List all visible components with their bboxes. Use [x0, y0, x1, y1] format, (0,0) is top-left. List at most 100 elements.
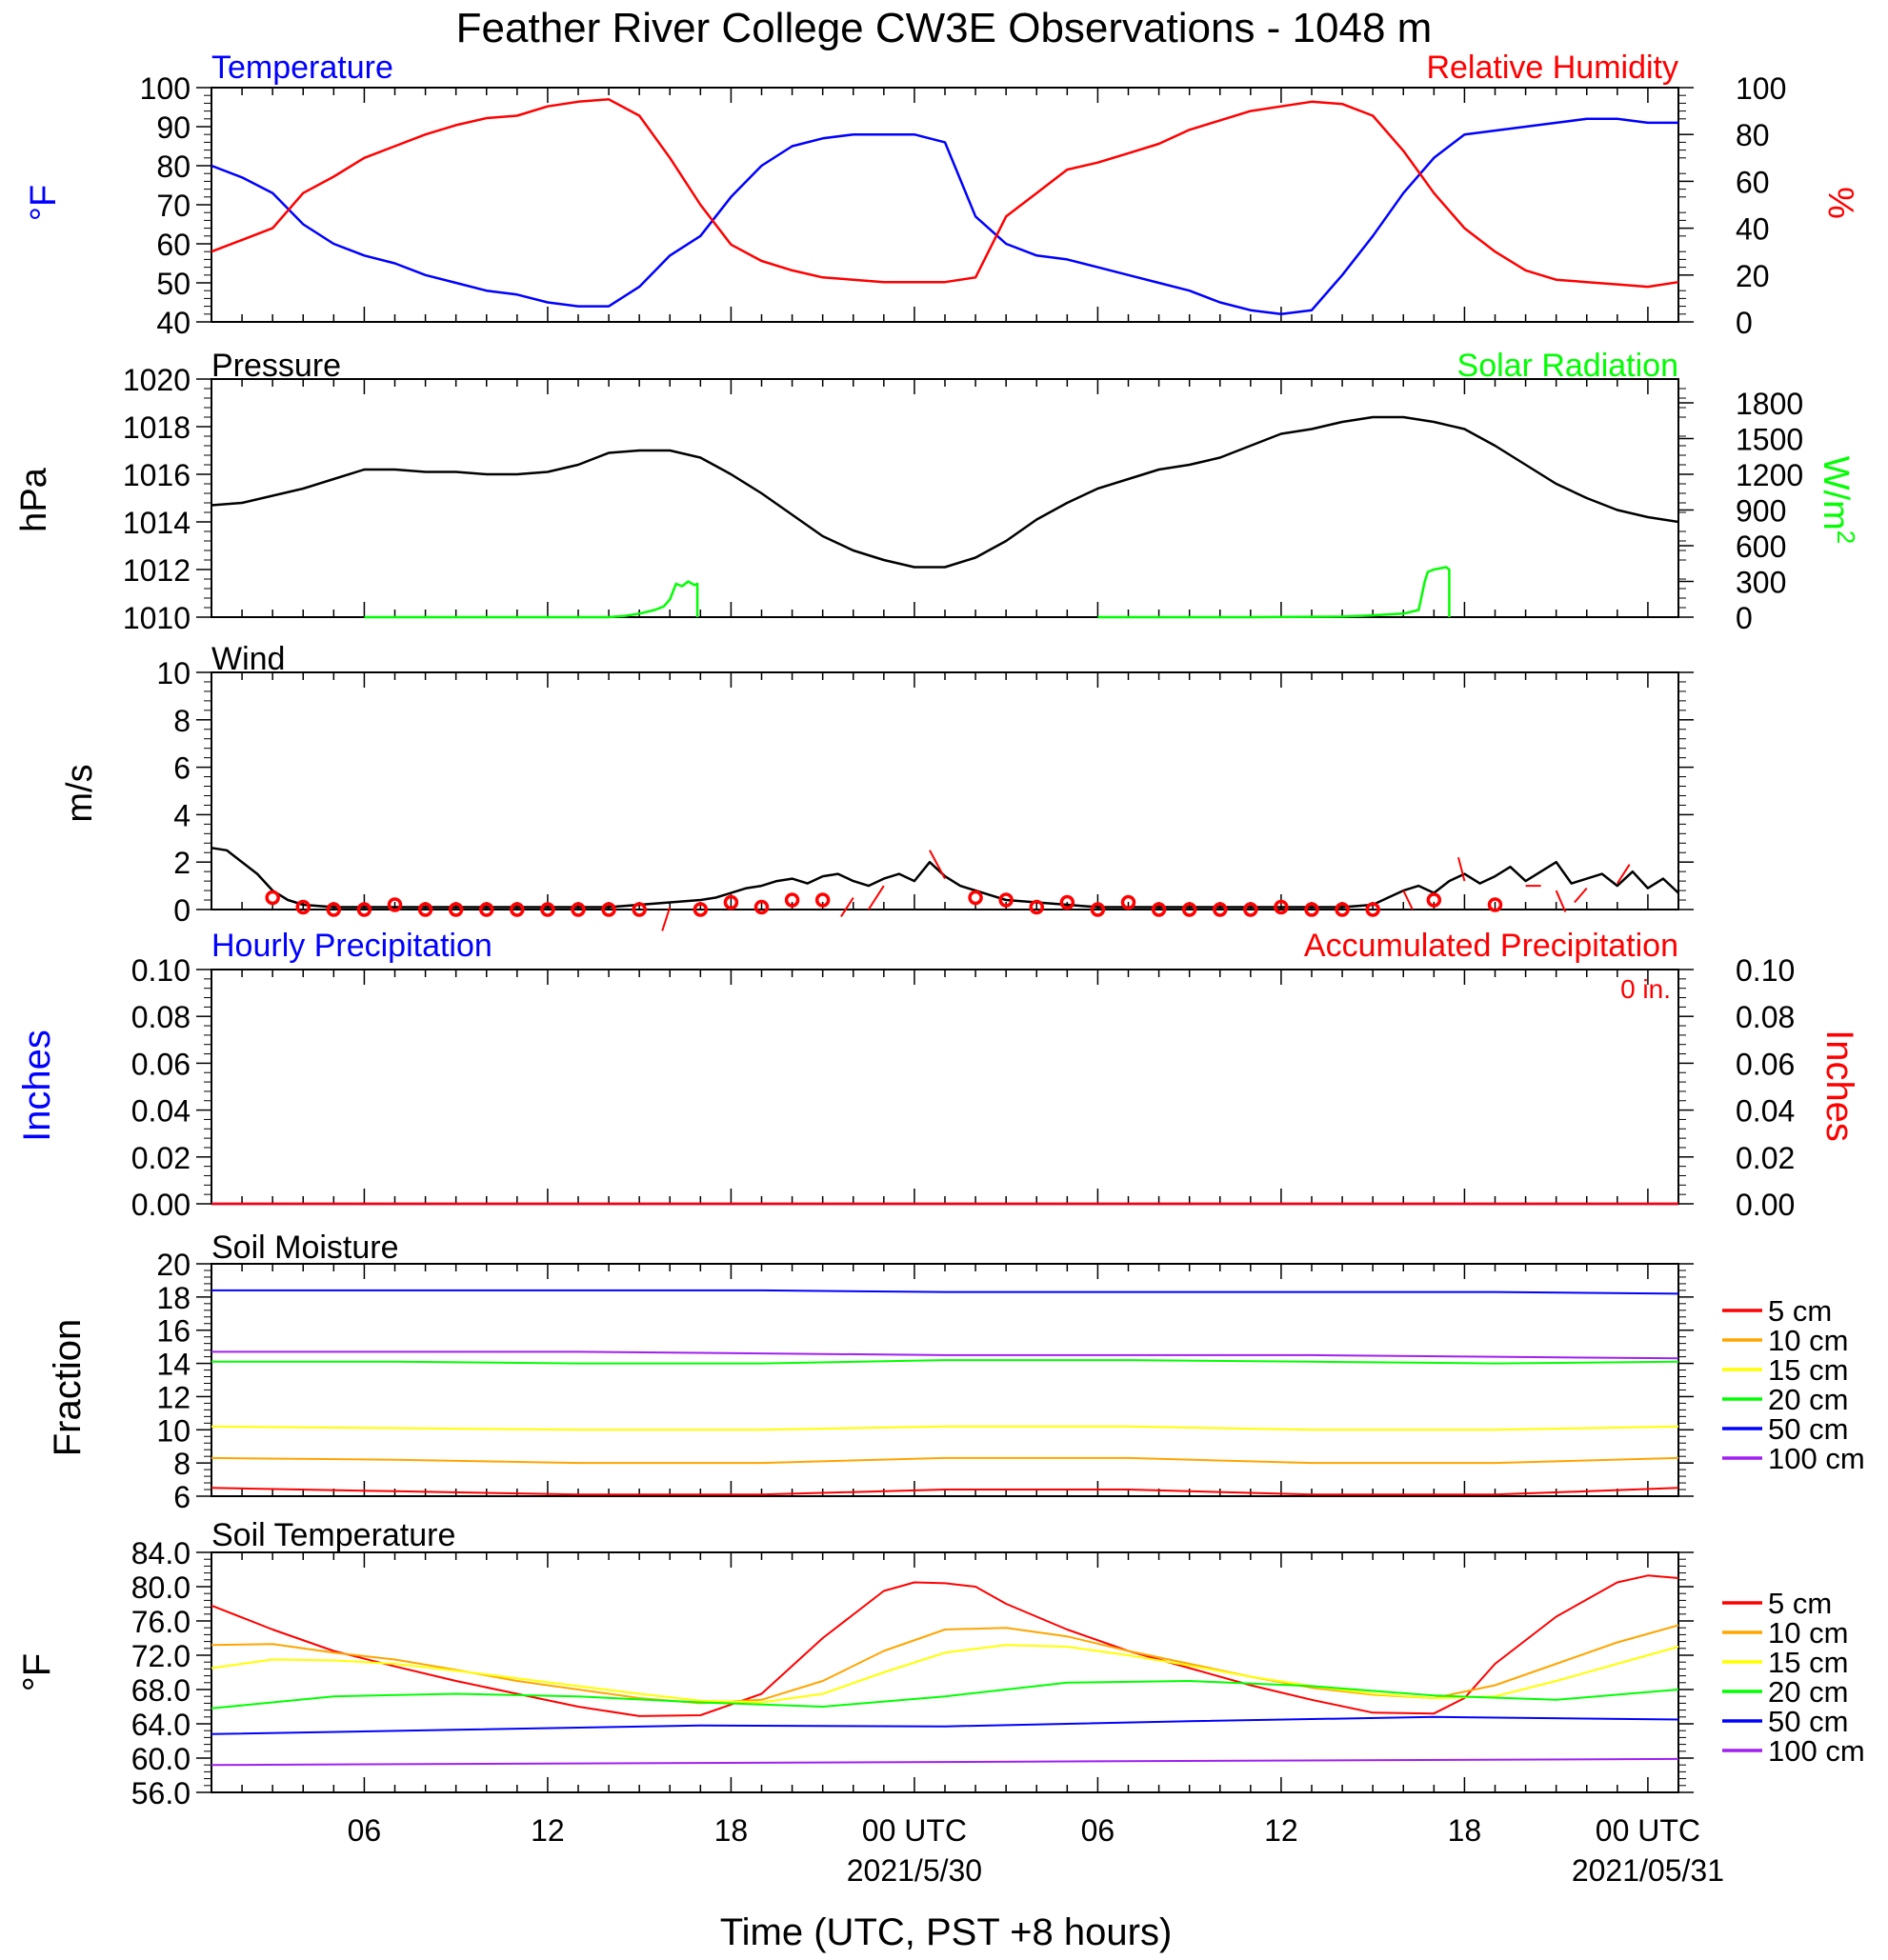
legend-item: 100 cm: [1768, 1442, 1865, 1475]
precip-right-axis-title: Inches: [1818, 1030, 1860, 1142]
wind-direction-barb: [867, 885, 885, 910]
wind-calm-marker: [1243, 902, 1258, 917]
y-right-tick-label: 0.02: [1736, 1141, 1795, 1175]
y-tick-label: 6: [173, 1480, 191, 1514]
y-right-tick-label: 0: [1736, 306, 1753, 340]
plot-frame: [211, 671, 1679, 910]
y-tick-label: 40: [156, 306, 191, 340]
y-right-tick-label: 40: [1736, 212, 1770, 247]
plot-frame: [211, 1551, 1679, 1793]
wind-calm-marker: [784, 892, 800, 908]
series-temperature-line: [211, 117, 1678, 316]
y-tick-label: 16: [156, 1314, 191, 1349]
series-solar-radiation-line: [364, 580, 699, 619]
y-right-tick-label: 0.10: [1736, 953, 1795, 988]
wind-calm-marker: [998, 892, 1014, 908]
accum-precip-label: Accumulated Precipitation: [1304, 928, 1678, 964]
y-tick-label: 1012: [123, 553, 191, 588]
x-tick-label: 06: [1081, 1813, 1115, 1848]
y-tick-label: 72.0: [131, 1639, 191, 1673]
wind-calm-marker: [632, 902, 647, 917]
wind-calm-marker: [326, 902, 342, 917]
x-date-label: 2021/5/30: [847, 1853, 982, 1888]
y-tick-label: 90: [156, 110, 191, 145]
wind-direction-barb: [1616, 864, 1631, 885]
wind-calm-marker: [1274, 899, 1289, 915]
x-date-label: 2021/05/31: [1572, 1853, 1724, 1888]
x-axis-title: Time (UTC, PST +8 hours): [720, 1911, 1173, 1953]
y-tick-label: 0.10: [131, 953, 191, 988]
legend-item: 50 cm: [1768, 1705, 1848, 1738]
legend-item: 10 cm: [1768, 1324, 1848, 1357]
wind-direction-barb: [1574, 887, 1588, 904]
series-solar-radiation-line: [1097, 566, 1451, 619]
wind-calm-marker: [1151, 902, 1167, 917]
series-50-cm-line: [211, 1715, 1679, 1735]
wind-calm-marker: [540, 902, 555, 917]
accum-precip-total: 0 in.: [1620, 974, 1671, 1004]
soil-moisture-label: Soil Moisture: [211, 1230, 399, 1266]
plot-layer: 4050607080901000204060801001010101210141…: [123, 71, 1865, 1888]
y-tick-label: 1014: [123, 506, 191, 540]
solar-axis-title: W/m2: [1816, 456, 1860, 545]
y-tick-label: 0.06: [131, 1047, 191, 1081]
wind-calm-marker: [295, 899, 311, 915]
legend-item: 5 cm: [1768, 1294, 1832, 1328]
y-tick-label: 80: [156, 150, 191, 184]
y-right-tick-label: 0.06: [1736, 1047, 1795, 1081]
y-tick-label: 12: [156, 1380, 191, 1414]
y-tick-label: 2: [173, 846, 191, 880]
wind-calm-marker: [723, 894, 739, 910]
y-tick-label: 1018: [123, 410, 191, 445]
x-tick-label: 12: [531, 1813, 565, 1848]
series-20-cm-line: [211, 1680, 1679, 1710]
hourly-precip-label: Hourly Precipitation: [211, 928, 492, 964]
panel-soil-temperature: Soil Temperature °F: [16, 1517, 455, 1691]
wind-calm-marker: [693, 902, 709, 917]
panel-pressure_solar-plot: 1010 1012 1014 1016 1018 1020 0300600900120015…: [123, 363, 1803, 635]
y-tick-label: 8: [173, 1447, 191, 1481]
legend-item: 10 cm: [1768, 1616, 1848, 1650]
wind-calm-marker: [753, 899, 770, 915]
y-right-tick-label: 600: [1736, 530, 1786, 564]
plot-frame: [211, 1263, 1679, 1497]
wind-calm-marker: [356, 902, 372, 917]
wind-calm-marker: [510, 902, 525, 917]
y-tick-label: 14: [156, 1348, 191, 1382]
y-right-tick-label: 1200: [1736, 458, 1803, 492]
wind-direction-barb: [840, 897, 854, 918]
y-right-tick-label: 900: [1736, 494, 1786, 529]
x-tick-label: 12: [1264, 1813, 1298, 1848]
wind-calm-marker: [479, 902, 494, 917]
solar-label: Solar Radiation: [1457, 348, 1678, 384]
soil-temperature-label: Soil Temperature: [211, 1517, 455, 1553]
wind-calm-marker: [1304, 902, 1319, 917]
y-tick-label: 8: [173, 704, 191, 738]
y-tick-label: 1016: [123, 458, 191, 492]
y-tick-label: 0: [173, 893, 191, 928]
wind-calm-marker: [1426, 892, 1442, 908]
y-tick-label: 4: [173, 798, 191, 832]
wind-calm-marker: [1059, 894, 1075, 910]
wind-calm-marker: [601, 902, 616, 917]
panel-temp_rh-plot: 40 50 60 70 80 90 100 0 20 40 60 80 100: [140, 71, 1787, 340]
panel-precip-plot: 0.00 0.02 0.04 0.06 0.08 0.10 0.00 0.02 0.04 0.06…: [131, 953, 1796, 1222]
series-pressure-line: [211, 415, 1679, 569]
plot-frame: [211, 969, 1679, 1205]
series-15-cm-line: [211, 1644, 1679, 1704]
temperature-label: Temperature: [211, 50, 393, 86]
series-50-cm-line: [211, 1289, 1679, 1295]
x-tick-label: 00 UTC: [1596, 1813, 1700, 1848]
legend-item: 5 cm: [1768, 1587, 1832, 1620]
y-tick-label: 56.0: [131, 1776, 191, 1810]
series-20-cm-line: [211, 1359, 1679, 1365]
panel-soil-moisture: Soil Moisture Fraction: [47, 1230, 399, 1456]
x-tick-label: 00 UTC: [862, 1813, 967, 1848]
plot-frame: [211, 87, 1679, 323]
y-tick-label: 80.0: [131, 1570, 191, 1605]
y-right-tick-label: 300: [1736, 566, 1786, 600]
y-tick-label: 60.0: [131, 1742, 191, 1776]
pressure-axis-title: hPa: [14, 467, 54, 531]
y-tick-label: 68.0: [131, 1673, 191, 1708]
